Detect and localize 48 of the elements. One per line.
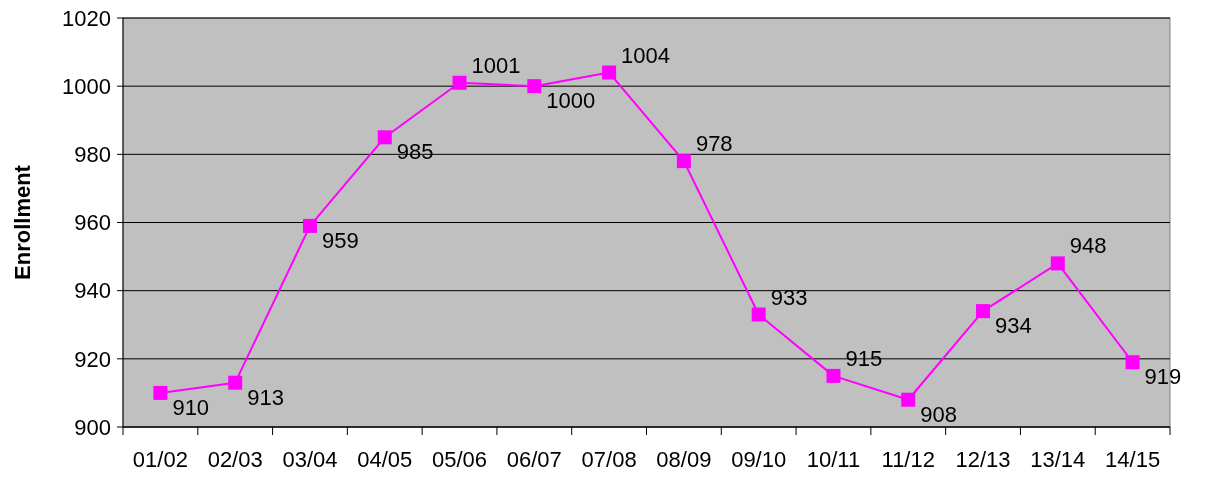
point: [751, 307, 766, 322]
point: [676, 154, 691, 169]
point: [976, 304, 991, 319]
x-tick-label: 07/08: [581, 447, 637, 472]
x-tick-label: 13/14: [1030, 447, 1086, 472]
point: [302, 218, 317, 233]
x-tick-label: 11/12: [881, 447, 935, 472]
y-tick-label: 1020: [62, 5, 111, 31]
y-tick-label: 920: [74, 346, 111, 372]
x-tick-label: 12/13: [955, 447, 1011, 472]
y-tick-label: 900: [74, 414, 111, 440]
data-label: 934: [995, 313, 1032, 339]
point: [377, 130, 392, 145]
data-label: 959: [321, 227, 359, 253]
y-tick-label: 940: [74, 278, 111, 304]
y-axis-title: Enrollment: [10, 164, 35, 280]
point: [228, 375, 243, 390]
data-label: 1000: [546, 88, 596, 114]
x-tick-label: 08/09: [656, 447, 712, 472]
data-label: 913: [247, 384, 284, 410]
data-label: 978: [695, 131, 733, 157]
x-tick-label: 03/04: [282, 447, 338, 472]
x-tick-label: 06/07: [506, 447, 562, 472]
x-tick-label: 01/02: [132, 447, 188, 472]
point: [1050, 256, 1065, 271]
x-tick-label: 09/10: [731, 447, 787, 472]
y-tick-label: 960: [74, 210, 111, 236]
point: [602, 65, 617, 80]
point: [153, 385, 168, 400]
data-label: 910: [172, 394, 210, 420]
point: [826, 368, 841, 383]
x-tick-label: 04/05: [357, 447, 413, 472]
y-tick-label: 980: [74, 142, 111, 168]
point: [452, 75, 467, 90]
data-label: 919: [1144, 364, 1182, 390]
x-tick-label: 14/15: [1105, 447, 1161, 472]
point: [1125, 355, 1140, 370]
y-tick-label: 1000: [62, 73, 111, 99]
x-tick-label: 02/03: [207, 447, 263, 472]
data-label: 1004: [621, 42, 671, 68]
point: [901, 392, 916, 407]
point: [527, 79, 542, 94]
data-label: 908: [920, 401, 957, 427]
x-tick-label: 10/11: [806, 447, 861, 472]
data-label: 948: [1069, 233, 1107, 259]
data-label: 1001: [471, 52, 521, 78]
data-label: 933: [770, 284, 808, 310]
x-tick-label: 05/06: [432, 447, 488, 472]
